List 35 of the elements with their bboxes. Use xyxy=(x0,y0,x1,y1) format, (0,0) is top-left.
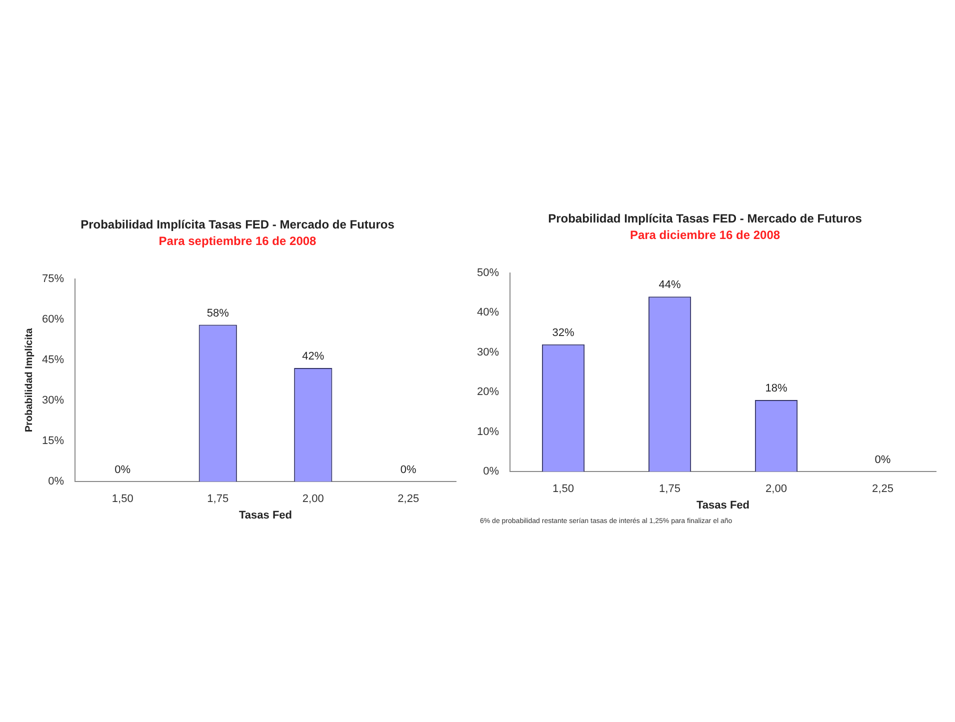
y-tick-label: 50% xyxy=(476,266,500,279)
x-tick-label: 1,50 xyxy=(552,483,574,496)
chart-subtitle: Para diciembre 16 de 2008 xyxy=(630,228,780,242)
x-axis-title: Tasas Fed xyxy=(696,499,750,512)
x-tick-label: 1,50 xyxy=(112,493,134,506)
y-tick-label: 75% xyxy=(42,272,64,285)
data-label: 44% xyxy=(658,279,681,292)
y-axis-title: Probabilidad Implícita xyxy=(24,328,35,432)
x-tick-label: 2,25 xyxy=(872,483,894,496)
x-axis-title: Tasas Fed xyxy=(239,509,292,522)
chart-subtitle: Para septiembre 16 de 2008 xyxy=(158,234,317,248)
y-tick-label: 10% xyxy=(476,426,500,438)
x-tick-label: 1,75 xyxy=(207,493,229,506)
data-label: 18% xyxy=(765,382,788,395)
x-tick-label: 1,75 xyxy=(659,483,680,496)
chart-title: Probabilidad Implícita Tasas FED - Mercado de Futuros xyxy=(80,218,395,232)
data-label: 0% xyxy=(114,464,131,476)
data-label: 58% xyxy=(206,307,230,320)
y-tick-label: 60% xyxy=(42,313,64,326)
x-tick-label: 2,25 xyxy=(398,493,420,506)
data-label: 0% xyxy=(400,464,417,476)
y-tick-label: 30% xyxy=(42,394,64,407)
y-tick-label: 20% xyxy=(476,386,500,398)
x-tick-label: 2,00 xyxy=(302,493,324,506)
y-tick-label: 40% xyxy=(476,306,500,319)
data-label: 32% xyxy=(552,326,574,339)
y-tick-label: 0% xyxy=(483,466,500,478)
x-tick-label: 2,00 xyxy=(766,483,787,496)
y-tick-label: 0% xyxy=(48,476,64,488)
y-tick-label: 30% xyxy=(476,346,500,358)
data-label: 0% xyxy=(874,454,891,466)
data-label: 42% xyxy=(302,350,324,363)
chart-title: Probabilidad Implícita Tasas FED - Mercado de Futuros xyxy=(548,212,862,226)
y-tick-label: 45% xyxy=(42,354,64,366)
y-tick-label: 15% xyxy=(42,435,64,448)
